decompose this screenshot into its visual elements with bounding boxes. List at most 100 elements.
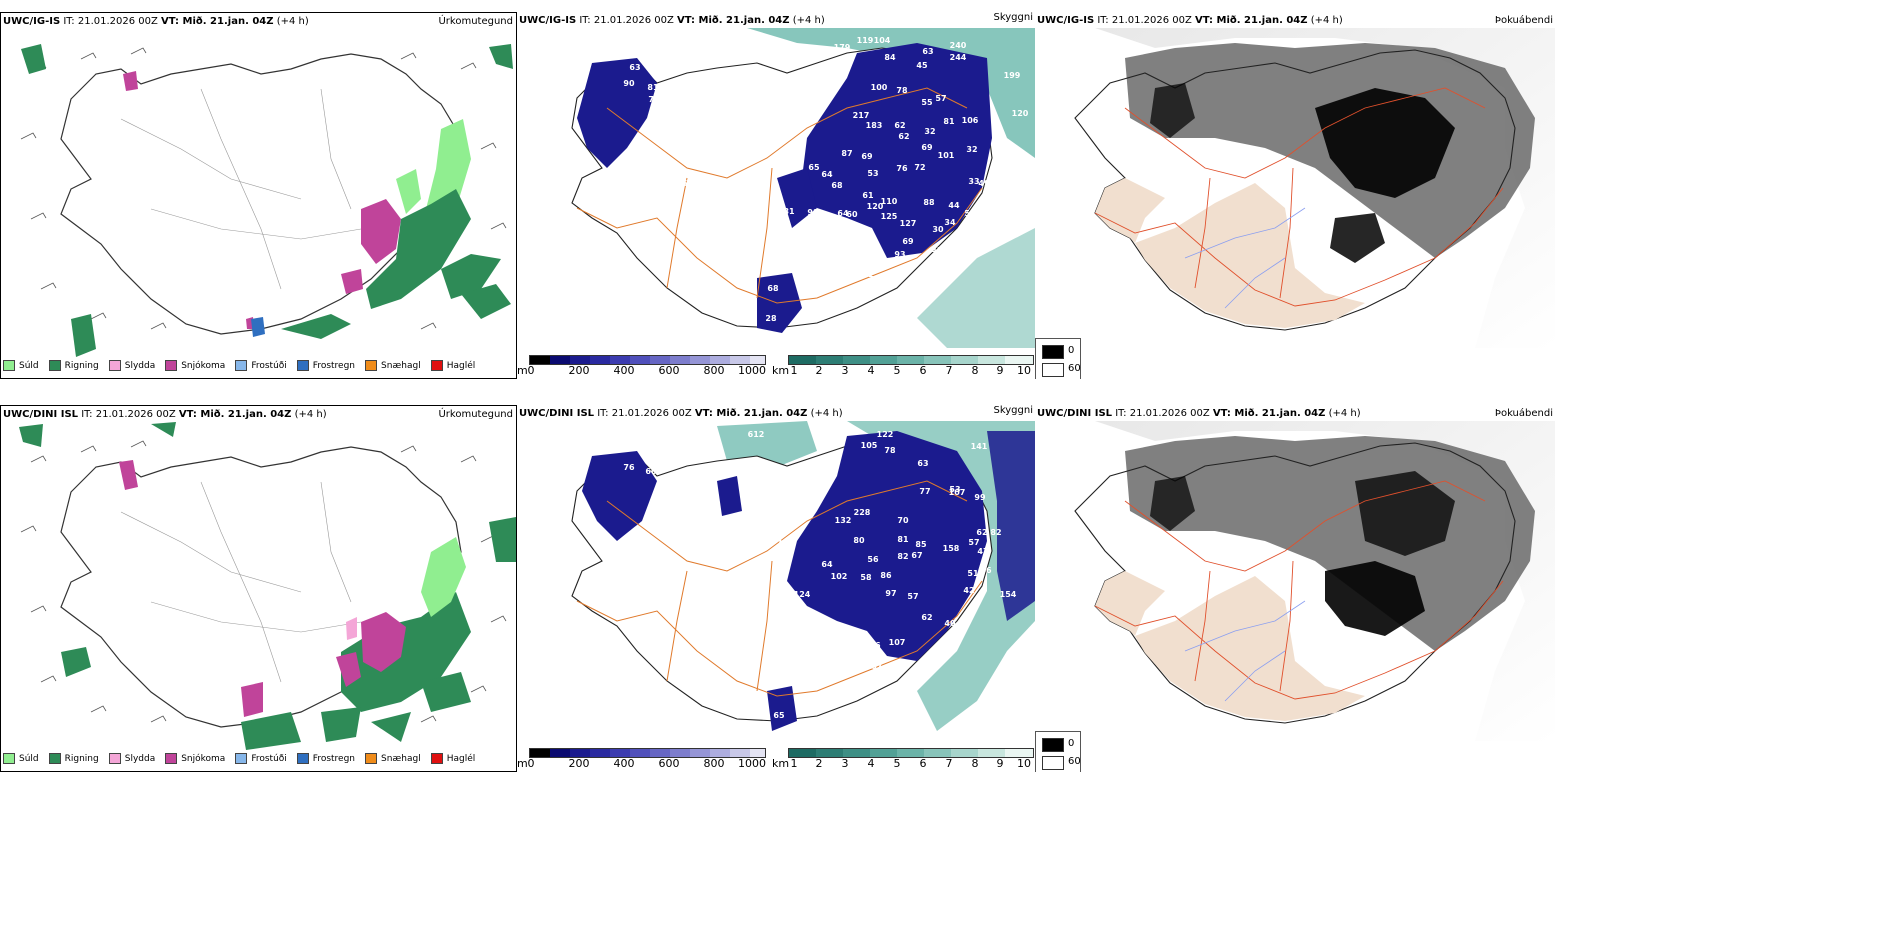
cloud-label: 45 xyxy=(916,61,928,70)
cloud-label: 62 xyxy=(976,528,987,537)
cloud-label: 69 xyxy=(978,197,990,206)
cloud-label: 120 xyxy=(867,202,884,211)
colorbar-tick: 400 xyxy=(613,364,635,377)
colorbar-tick: 200 xyxy=(568,757,590,770)
cloud-label: 93 xyxy=(894,250,905,259)
cloud-label: 57 xyxy=(968,538,979,547)
colorbar-segments xyxy=(788,355,1034,365)
cloud-visibility-panel-bottom: UWC/DINI ISL IT: 21.01.2026 00Z VT: Mið.… xyxy=(517,405,1035,772)
colorbar-tick: 200 xyxy=(568,364,590,377)
panel-title: UWC/DINI ISL IT: 21.01.2026 00Z VT: Mið.… xyxy=(3,409,327,420)
cloud-label: 100 xyxy=(871,83,888,92)
colorbar-segments xyxy=(529,748,766,758)
fog-key-black xyxy=(1042,345,1064,359)
legend-swatch xyxy=(3,360,15,371)
precip-type-panel-top: UWC/IG-IS IT: 21.01.2026 00Z VT: Mið. 21… xyxy=(0,12,517,379)
cloud-label: 67 xyxy=(911,551,922,560)
cloud-label: 56 xyxy=(867,555,879,564)
cloud-label: 82 xyxy=(990,528,1001,537)
cloud-label: 70 xyxy=(897,516,909,525)
visibility-colorbar: km 1 2 3 4 5 6 7 8 9 10 xyxy=(772,355,1035,379)
legend-item-rain: Rigning xyxy=(48,753,99,764)
cloud-label: 44 xyxy=(948,201,960,210)
cloud-label: 62 xyxy=(898,132,909,141)
cloud-label: 66 xyxy=(869,641,881,650)
cloud-label: 55 xyxy=(665,495,677,504)
cloud-label: 49 xyxy=(978,179,990,188)
cloud-label: 127 xyxy=(900,219,917,228)
colorbar-unit: m xyxy=(517,757,528,770)
fog-key-white xyxy=(1042,363,1064,377)
legend-item-drizzle: Súld xyxy=(3,753,39,764)
panel-variable-name: Skyggni xyxy=(993,12,1033,23)
legend-swatch xyxy=(365,753,378,764)
rain-areas xyxy=(19,422,516,750)
cloud-label: 183 xyxy=(866,121,883,130)
cloud-label: 95 xyxy=(829,226,841,235)
cloud-label: 76 xyxy=(896,164,908,173)
cloud-label: 71 xyxy=(849,222,861,231)
panel-title: UWC/DINI ISL IT: 21.01.2026 00Z VT: Mið.… xyxy=(519,408,843,419)
cloud-label: 53 xyxy=(949,485,960,494)
legend-item-freezing-rain: Frostregn xyxy=(296,360,355,371)
cloud-label: 85 xyxy=(628,443,640,452)
cloud-label: 82 xyxy=(897,552,908,561)
colorbar-tick: 8 xyxy=(971,757,979,770)
cloud-label: 84 xyxy=(884,53,896,62)
visibility-colorbar: km 1 2 3 4 5 6 7 8 9 10 xyxy=(772,748,1035,772)
panel-title: UWC/IG-IS IT: 21.01.2026 00Z VT: Mið. 21… xyxy=(519,15,825,26)
panel-variable-name: Þokuábendi xyxy=(1494,408,1553,419)
cloud-label: 154 xyxy=(1000,590,1017,599)
colorbar-tick: 1000 xyxy=(738,757,766,770)
cloud-label: 90 xyxy=(623,79,635,88)
cloud-label: 49 xyxy=(744,294,756,303)
colorbar-tick: 7 xyxy=(945,364,953,377)
precip-type-map xyxy=(20,44,513,357)
cloud-label: 62 xyxy=(921,613,932,622)
cloud-label: 51 xyxy=(964,209,976,218)
cloud-label: 73 xyxy=(776,539,787,548)
cloud-label: 132 xyxy=(835,516,852,525)
colorbar-tick: 2 xyxy=(815,757,823,770)
cloud-label: 61 xyxy=(651,493,663,502)
cloud-label: 63 xyxy=(922,47,933,56)
cloud-label: 124 xyxy=(794,590,811,599)
cloud-label: 76 xyxy=(774,168,786,177)
drizzle-areas xyxy=(421,537,466,617)
fog-indicator-panel-top: UWC/IG-IS IT: 21.01.2026 00Z VT: Mið. 21… xyxy=(1035,12,1555,379)
colorbar-unit: km xyxy=(772,757,790,770)
cloud-label: 141 xyxy=(971,442,988,451)
legend-swatch xyxy=(365,360,378,371)
height-colorbar: m 0 200 400 600 800 1000 xyxy=(517,748,767,772)
legend-swatch xyxy=(165,360,178,371)
panel-variable-name: Þokuábendi xyxy=(1494,15,1553,26)
cloud-label: 107 xyxy=(889,638,906,647)
colorbar-tick: 1 xyxy=(790,757,798,770)
colorbar-tick: 9 xyxy=(996,364,1004,377)
legend-swatch xyxy=(108,360,121,371)
panel-variable-name: Úrkomutegund xyxy=(438,16,513,27)
legend-item-sleet: Slydda xyxy=(108,360,155,371)
legend-item-snow-pellets: Snæhagl xyxy=(365,360,421,371)
cloud-label: 47 xyxy=(977,547,988,556)
legend-item-hail: Haglél xyxy=(430,360,475,371)
legend-swatch xyxy=(235,360,248,371)
cloud-label: 65 xyxy=(773,711,785,720)
cloud-label: 81 xyxy=(943,117,955,126)
road-network xyxy=(1094,87,1504,307)
legend-item-freezing-rain: Frostregn xyxy=(296,753,355,764)
legend-item-snow: Snjókoma xyxy=(165,360,225,371)
cloud-label: 101 xyxy=(938,151,955,160)
cloud-label: 64 xyxy=(837,209,849,218)
cloud-label: 106 xyxy=(962,116,979,125)
height-colorbar: m 0 200 400 600 800 1000 xyxy=(517,355,767,379)
colorbar-tick: 1000 xyxy=(738,364,766,377)
fog-key: 0 60 xyxy=(1035,338,1081,379)
colorbar-tick: 8 xyxy=(971,364,979,377)
cloud-label: 68 xyxy=(831,181,843,190)
precip-legend: Súld Rigning Slydda Snjókoma Frostúði Fr… xyxy=(3,753,485,764)
cloud-label: 78 xyxy=(884,446,896,455)
cloud-label: 207 xyxy=(866,662,883,671)
cloud-label: 58 xyxy=(860,573,872,582)
cloud-label: 81 xyxy=(897,535,909,544)
